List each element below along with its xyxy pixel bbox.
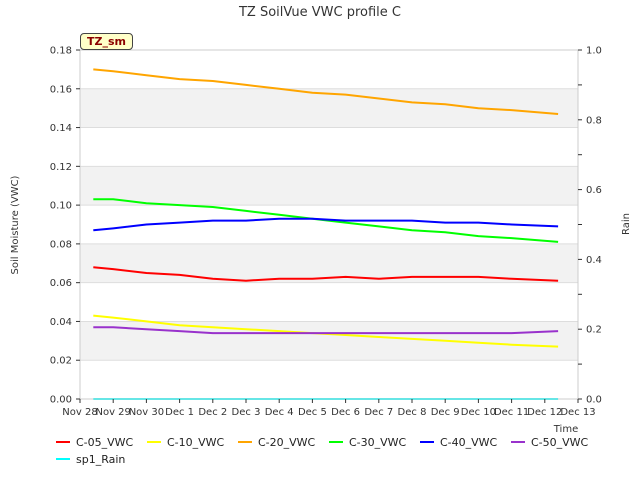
series-line-C-40_VWC <box>93 217 559 232</box>
series-line-C-20_VWC <box>93 68 559 115</box>
legend-item: C-05_VWC <box>56 436 133 450</box>
y2-tick-label: 0.0 <box>586 395 602 406</box>
legend-item: sp1_Rain <box>56 453 125 467</box>
legend-item: C-40_VWC <box>420 436 497 450</box>
x-tick-label: Dec 8 <box>398 407 427 418</box>
legend-item: C-50_VWC <box>511 436 588 450</box>
x-tick-label: Dec 13 <box>560 407 595 418</box>
x-tick-label: Dec 12 <box>527 407 562 418</box>
plot-band <box>80 243 578 283</box>
legend-swatch <box>329 441 343 443</box>
legend-item: C-20_VWC <box>238 436 315 450</box>
x-tick-label: Dec 5 <box>298 407 327 418</box>
y-tick-label: 0.06 <box>50 278 72 289</box>
legend-swatch <box>420 441 434 443</box>
y-tick-label: 0.18 <box>50 46 72 57</box>
x-tick-label: Dec 11 <box>494 407 529 418</box>
y-tick-label: 0.00 <box>50 395 72 406</box>
legend-swatch <box>511 441 525 443</box>
series-lines <box>93 68 559 400</box>
legend-item: C-10_VWC <box>147 436 224 450</box>
y-axis-label: Soil Moisture (VWC) <box>10 175 21 274</box>
legend-swatch <box>238 441 252 443</box>
x-tick-label: Nov 29 <box>95 407 130 418</box>
legend-item: C-30_VWC <box>329 436 406 450</box>
legend-swatch <box>56 458 70 460</box>
legend-label: C-05_VWC <box>76 436 134 449</box>
y-tick-label: 0.04 <box>50 317 72 328</box>
x-tick-label: Dec 6 <box>331 407 360 418</box>
y-tick-label: 0.02 <box>50 356 72 367</box>
y-tick-label: 0.12 <box>50 162 72 173</box>
y-tick-label: 0.10 <box>50 201 72 212</box>
series-line-C-05_VWC <box>93 266 559 282</box>
x-tick-label: Dec 2 <box>198 407 227 418</box>
x-tick-label: Dec 4 <box>265 407 294 418</box>
y-tick-label: 0.14 <box>50 123 72 134</box>
y2-tick-label: 0.2 <box>586 325 602 336</box>
y2-tick-label: 0.8 <box>586 115 602 126</box>
x-tick-label: Dec 10 <box>461 407 496 418</box>
x-tick-label: Dec 9 <box>431 407 460 418</box>
legend-label: C-20_VWC <box>258 436 316 449</box>
legend-label: C-10_VWC <box>167 436 225 449</box>
plot-band <box>80 282 578 322</box>
chart-title: TZ SoilVue VWC profile C <box>238 5 401 20</box>
series-line-C-50_VWC <box>93 326 559 335</box>
y2-tick-label: 1.0 <box>586 46 602 57</box>
legend-label: C-40_VWC <box>440 436 498 449</box>
x-tick-label: Dec 1 <box>165 407 194 418</box>
y2-tick-label: 0.6 <box>586 185 602 196</box>
y2-axis-label: Rain <box>621 213 632 235</box>
plot-band <box>80 50 578 89</box>
y-axis-ticks: 0.00 0.02 0.04 0.06 0.08 0.10 0.12 0.14 0.16 0.18 <box>50 46 80 406</box>
legend-label: C-50_VWC <box>531 436 589 449</box>
plot-band <box>80 321 578 361</box>
y-tick-label: 0.16 <box>50 84 72 95</box>
x-tick-label: Dec 7 <box>364 407 393 418</box>
y2-tick-label: 0.4 <box>586 255 602 266</box>
station-badge: TZ_sm <box>80 33 133 50</box>
legend-label: sp1_Rain <box>76 453 126 466</box>
plot-band <box>80 166 578 206</box>
y2-axis-ticks: 0.0 0.2 0.4 0.6 0.8 1.0 <box>578 46 602 406</box>
x-tick-label: Nov 30 <box>129 407 164 418</box>
x-axis-label: Time <box>553 424 578 435</box>
legend-swatch <box>56 441 70 443</box>
legend-swatch <box>147 441 161 443</box>
x-tick-label: Dec 3 <box>232 407 261 418</box>
x-tick-label: Nov 28 <box>62 407 97 418</box>
plot-band <box>80 127 578 167</box>
plot-band <box>80 360 578 399</box>
legend-label: C-30_VWC <box>349 436 407 449</box>
y-tick-label: 0.08 <box>50 239 72 250</box>
